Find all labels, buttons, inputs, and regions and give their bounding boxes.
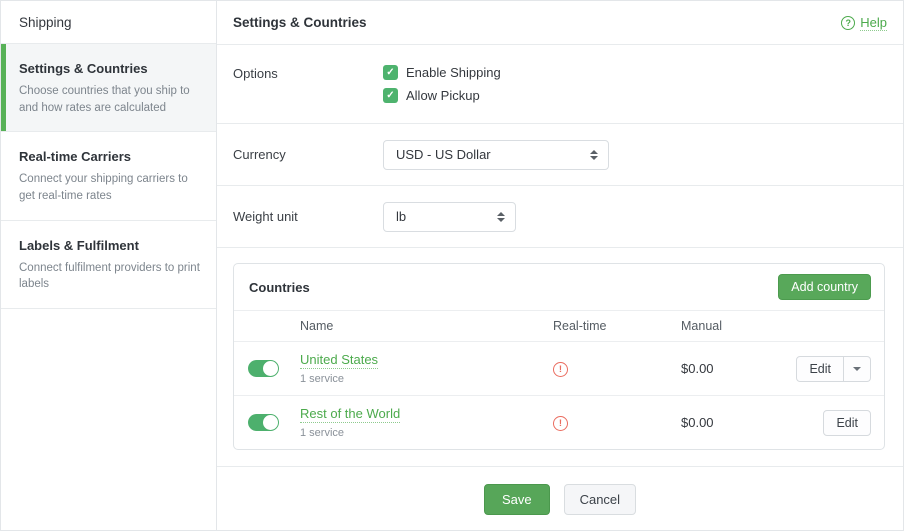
edit-button[interactable]: Edit — [823, 409, 871, 436]
countries-card-header: Countries Add country — [234, 264, 884, 310]
allow-pickup-option[interactable]: ✓ Allow Pickup — [383, 88, 501, 103]
countries-table-header: Name Real-time Manual — [234, 310, 884, 341]
sidebar-item-description: Connect your shipping carriers to get re… — [19, 173, 188, 203]
toggle-knob — [263, 415, 278, 430]
country-cell: Rest of the World 1 service — [300, 406, 553, 439]
options-label: Options — [233, 66, 278, 81]
currency-row: Currency USD - US Dollar — [217, 124, 903, 186]
select-arrows-icon — [497, 211, 505, 222]
weight-unit-value: lb — [396, 209, 407, 224]
help-link-label: Help — [860, 14, 887, 31]
sidebar-item-description: Choose countries that you ship to and ho… — [19, 85, 190, 114]
enable-shipping-checkbox[interactable]: ✓ — [383, 65, 398, 80]
column-header-realtime: Real-time — [553, 319, 607, 333]
sidebar-item-label: Real-time Carriers — [19, 149, 131, 165]
edit-split-button: Edit — [796, 355, 871, 382]
save-button[interactable]: Save — [483, 484, 550, 515]
options-checkboxes: ✓ Enable Shipping ✓ Allow Pickup — [383, 65, 501, 103]
warning-glyph: ! — [558, 418, 563, 429]
sidebar: Shipping Settings & Countries Choose cou… — [1, 1, 217, 530]
sidebar-item-realtime-carriers[interactable]: Real-time Carriers Connect your shipping… — [1, 132, 216, 221]
rest-of-world-toggle[interactable] — [248, 414, 279, 431]
allow-pickup-label: Allow Pickup — [406, 88, 480, 103]
caret-down-icon — [853, 366, 861, 371]
column-header-manual: Manual — [681, 319, 722, 333]
service-count: 1 service — [300, 427, 345, 439]
weight-unit-row: Weight unit lb — [217, 186, 903, 248]
weight-unit-select[interactable]: lb — [383, 201, 516, 232]
country-cell: United States 1 service — [300, 352, 553, 385]
main-header: Settings & Countries ? Help — [217, 1, 903, 45]
countries-title: Countries — [249, 279, 310, 295]
page-title: Settings & Countries — [233, 15, 367, 30]
manual-rate: $0.00 — [681, 415, 714, 430]
row-actions: Edit — [759, 409, 871, 436]
add-country-button[interactable]: Add country — [778, 274, 871, 300]
table-row-rest-of-world: Rest of the World 1 service ! $0.00 Edit — [234, 395, 884, 449]
column-header-name: Name — [300, 319, 334, 333]
warning-icon: ! — [553, 416, 568, 431]
sidebar-item-label: Labels & Fulfilment — [19, 237, 139, 253]
check-icon: ✓ — [386, 67, 395, 78]
row-actions: Edit — [759, 355, 871, 382]
sidebar-item-label: Settings & Countries — [19, 61, 148, 76]
cancel-button[interactable]: Cancel — [563, 484, 637, 515]
enable-shipping-option[interactable]: ✓ Enable Shipping — [383, 65, 501, 80]
main-content: Settings & Countries ? Help Options ✓ En… — [217, 1, 903, 530]
countries-card: Countries Add country Name Real-time Man… — [233, 263, 885, 450]
united-states-toggle[interactable] — [248, 360, 279, 377]
currency-value: USD - US Dollar — [396, 147, 491, 162]
toggle-knob — [263, 361, 278, 376]
currency-label: Currency — [233, 147, 286, 162]
united-states-link[interactable]: United States — [300, 352, 379, 369]
sidebar-item-labels-fulfilment[interactable]: Labels & Fulfilment Connect fulfilment p… — [1, 221, 216, 310]
footer-actions: Save Cancel — [217, 467, 903, 515]
sidebar-title: Shipping — [1, 1, 216, 44]
rest-of-world-link[interactable]: Rest of the World — [300, 406, 401, 423]
currency-select[interactable]: USD - US Dollar — [383, 139, 609, 170]
edit-dropdown-button[interactable] — [844, 355, 871, 382]
sidebar-item-settings-countries[interactable]: Settings & Countries Choose countries th… — [1, 44, 216, 133]
service-count: 1 service — [300, 373, 345, 385]
help-link[interactable]: ? Help — [841, 15, 887, 31]
manual-rate: $0.00 — [681, 361, 714, 376]
help-icon: ? — [841, 15, 856, 30]
check-icon: ✓ — [386, 90, 395, 101]
sidebar-item-description: Connect fulfilment providers to print la… — [19, 261, 200, 291]
countries-section: Countries Add country Name Real-time Man… — [217, 248, 903, 467]
select-arrows-icon — [590, 149, 598, 160]
allow-pickup-checkbox[interactable]: ✓ — [383, 88, 398, 103]
realtime-cell: ! — [553, 360, 681, 377]
warning-icon: ! — [553, 362, 568, 377]
warning-glyph: ! — [558, 364, 563, 375]
table-row-united-states: United States 1 service ! $0.00 Edit — [234, 341, 884, 395]
options-row: Options ✓ Enable Shipping ✓ Allow Pickup — [217, 45, 903, 124]
weight-unit-label: Weight unit — [233, 209, 298, 224]
realtime-cell: ! — [553, 414, 681, 431]
edit-button[interactable]: Edit — [796, 355, 844, 382]
enable-shipping-label: Enable Shipping — [406, 65, 501, 80]
